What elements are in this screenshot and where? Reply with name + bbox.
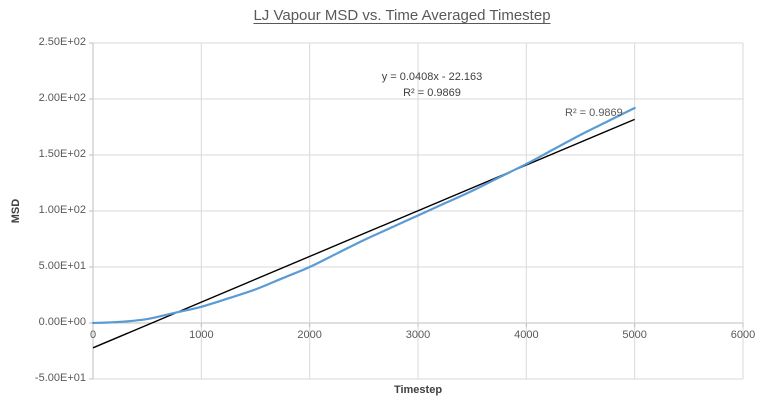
y-tick-label: 2.00E+02 xyxy=(38,92,86,104)
x-tick-label: 3000 xyxy=(405,329,431,341)
y-axis-title: MSD xyxy=(10,198,23,224)
y-tick-label: 0.00E+00 xyxy=(38,316,86,328)
trendline-r2-label: R² = 0.9869 xyxy=(565,107,623,119)
x-tick-label: 1000 xyxy=(189,329,214,341)
y-tick-label: 1.00E+02 xyxy=(38,204,86,216)
equation-text: y = 0.0408x - 22.163 xyxy=(381,71,483,83)
y-tick-label: 5.00E+01 xyxy=(38,260,86,272)
x-tick-label: 4000 xyxy=(514,329,539,341)
y-tick-label: 1.50E+02 xyxy=(38,148,86,160)
r-squared-text: R² = 0.9869 xyxy=(403,87,461,99)
x-tick-label: 5000 xyxy=(622,329,647,341)
x-tick-label: 2000 xyxy=(297,329,322,341)
x-tick-label: 0 xyxy=(89,329,97,341)
trendline-equation-annotation: y = 0.0408x - 22.163 R² = 0.9869 xyxy=(332,69,532,101)
chart-title: LJ Vapour MSD vs. Time Averaged Timestep xyxy=(253,7,551,24)
y-tick-label: -5.00E+01 xyxy=(34,372,86,384)
x-axis-title: Timestep xyxy=(393,384,443,396)
x-tick-label: 6000 xyxy=(730,329,756,341)
y-tick-label: 2.50E+02 xyxy=(38,36,86,48)
